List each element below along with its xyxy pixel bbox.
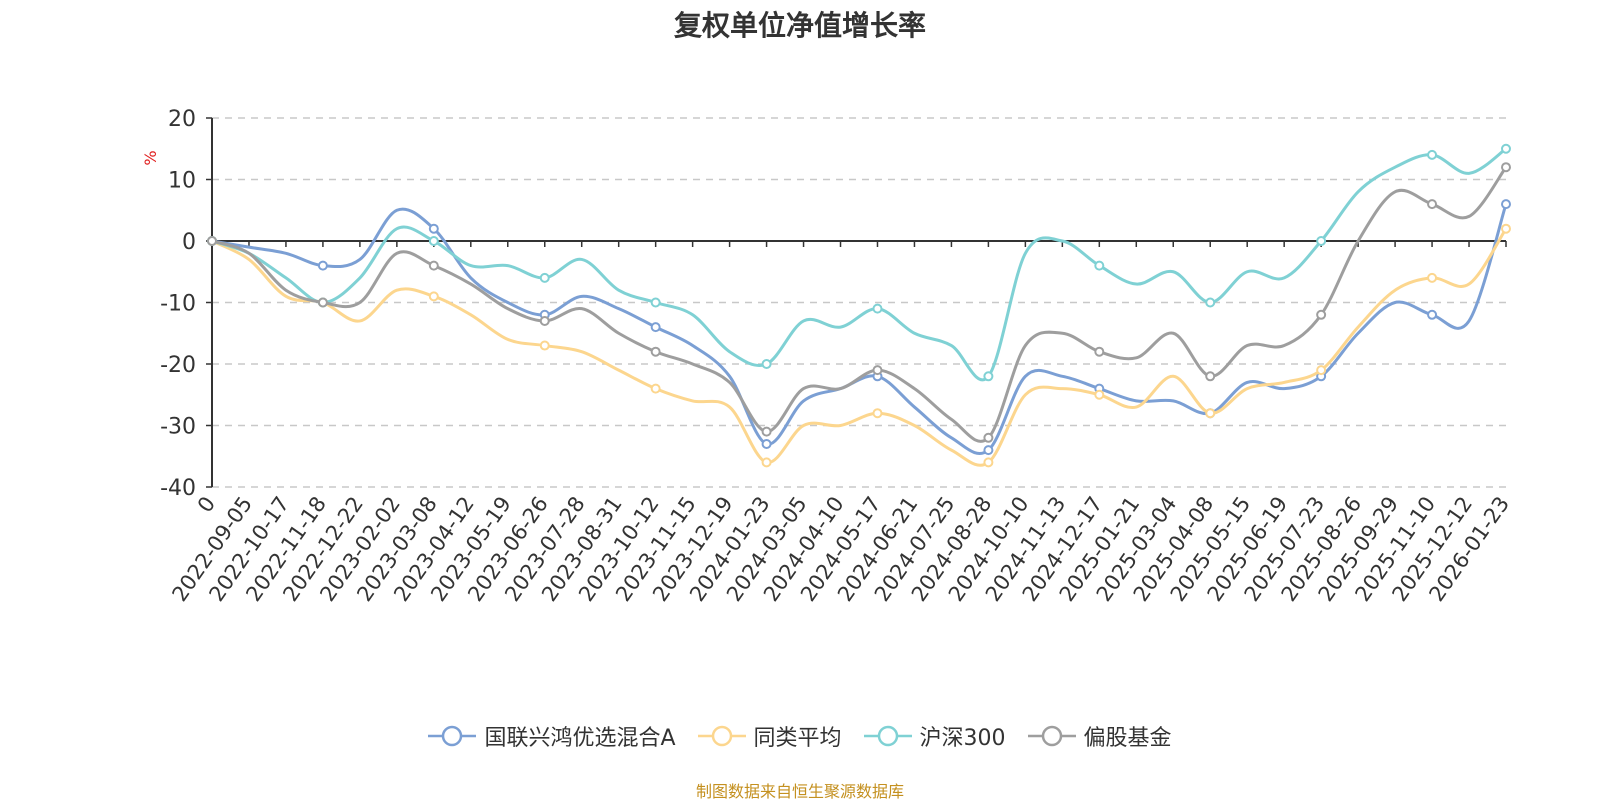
y-tick-label: -10 [160, 292, 196, 317]
data-point [539, 340, 550, 351]
legend-item-1[interactable]: 同类平均 [697, 720, 842, 752]
data-point [539, 272, 550, 283]
legend-item-0[interactable]: 国联兴鸿优选混合A [428, 720, 676, 752]
data-point [650, 322, 661, 333]
data-point [1094, 346, 1105, 357]
data-point [1427, 199, 1438, 210]
y-tick-label: -30 [160, 415, 196, 440]
data-point [983, 432, 994, 443]
data-point [650, 383, 661, 394]
y-tick-label: -40 [160, 476, 196, 501]
data-point [761, 359, 772, 369]
data-point [428, 291, 439, 302]
y-tick-label: 0 [182, 230, 196, 255]
data-point [207, 236, 217, 246]
data-point [317, 297, 328, 308]
data-point [428, 260, 439, 271]
data-point [1427, 309, 1438, 320]
data-point [761, 426, 772, 437]
series-line-2 [211, 147, 1507, 382]
data-point [983, 457, 994, 468]
data-point [1501, 223, 1511, 234]
legend-marker-icon [1027, 725, 1076, 747]
data-point [428, 223, 439, 234]
legend-marker-icon [863, 725, 912, 747]
y-tick-label: -20 [160, 353, 196, 378]
data-point [1427, 149, 1438, 160]
line-chart: 20100-10-20-30-40%02022-09-052022-10-172… [141, 107, 1514, 606]
data-point [1427, 272, 1438, 283]
data-point [872, 408, 883, 419]
data-point [539, 315, 550, 326]
data-point [1094, 260, 1105, 271]
data-point [1316, 236, 1327, 246]
data-point [1205, 371, 1216, 382]
data-point [650, 346, 661, 357]
legend-item-2[interactable]: 沪深300 [863, 720, 1006, 752]
y-axis-label: % [141, 150, 160, 165]
data-point [428, 236, 439, 246]
data-point [650, 297, 661, 308]
data-point [1501, 143, 1511, 154]
data-point [872, 303, 883, 314]
data-point [1501, 162, 1511, 173]
data-point [1316, 365, 1327, 376]
data-point [1316, 309, 1327, 320]
series-line-1 [211, 227, 1508, 467]
data-point [317, 260, 328, 271]
source-note: 制图数据来自恒生聚源数据库 [695, 782, 904, 801]
data-point [761, 438, 772, 449]
data-point [983, 371, 994, 382]
chart-title: 复权单位净值增长率 [673, 9, 926, 42]
y-tick-label: 20 [168, 107, 196, 132]
data-point [1205, 408, 1216, 419]
data-point [872, 365, 883, 376]
data-point [983, 445, 994, 456]
legend-label: 偏股基金 [1083, 726, 1172, 751]
x-tick-label: 0 [193, 492, 220, 517]
data-point [1094, 389, 1105, 400]
legend: 国联兴鸿优选混合A 同类平均 沪深300 偏股基金 [0, 720, 1600, 752]
legend-marker-icon [697, 725, 746, 747]
y-tick-label: 10 [168, 169, 196, 194]
legend-marker-icon [428, 725, 477, 747]
legend-label: 国联兴鸿优选混合A [484, 726, 676, 751]
data-point [1205, 297, 1216, 308]
legend-label: 同类平均 [753, 726, 842, 751]
legend-label: 沪深300 [919, 726, 1006, 751]
legend-item-3[interactable]: 偏股基金 [1027, 720, 1172, 752]
data-point [1501, 199, 1511, 210]
data-point [761, 457, 772, 468]
